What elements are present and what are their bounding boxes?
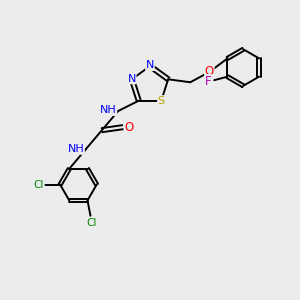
Text: F: F	[205, 75, 211, 88]
Text: N: N	[146, 61, 154, 70]
Text: O: O	[205, 65, 214, 78]
Text: Cl: Cl	[87, 218, 97, 227]
Text: Cl: Cl	[34, 180, 44, 190]
Text: S: S	[158, 96, 165, 106]
Text: NH: NH	[100, 105, 117, 116]
Text: NH: NH	[68, 144, 84, 154]
Text: N: N	[128, 74, 136, 84]
Text: O: O	[124, 121, 134, 134]
